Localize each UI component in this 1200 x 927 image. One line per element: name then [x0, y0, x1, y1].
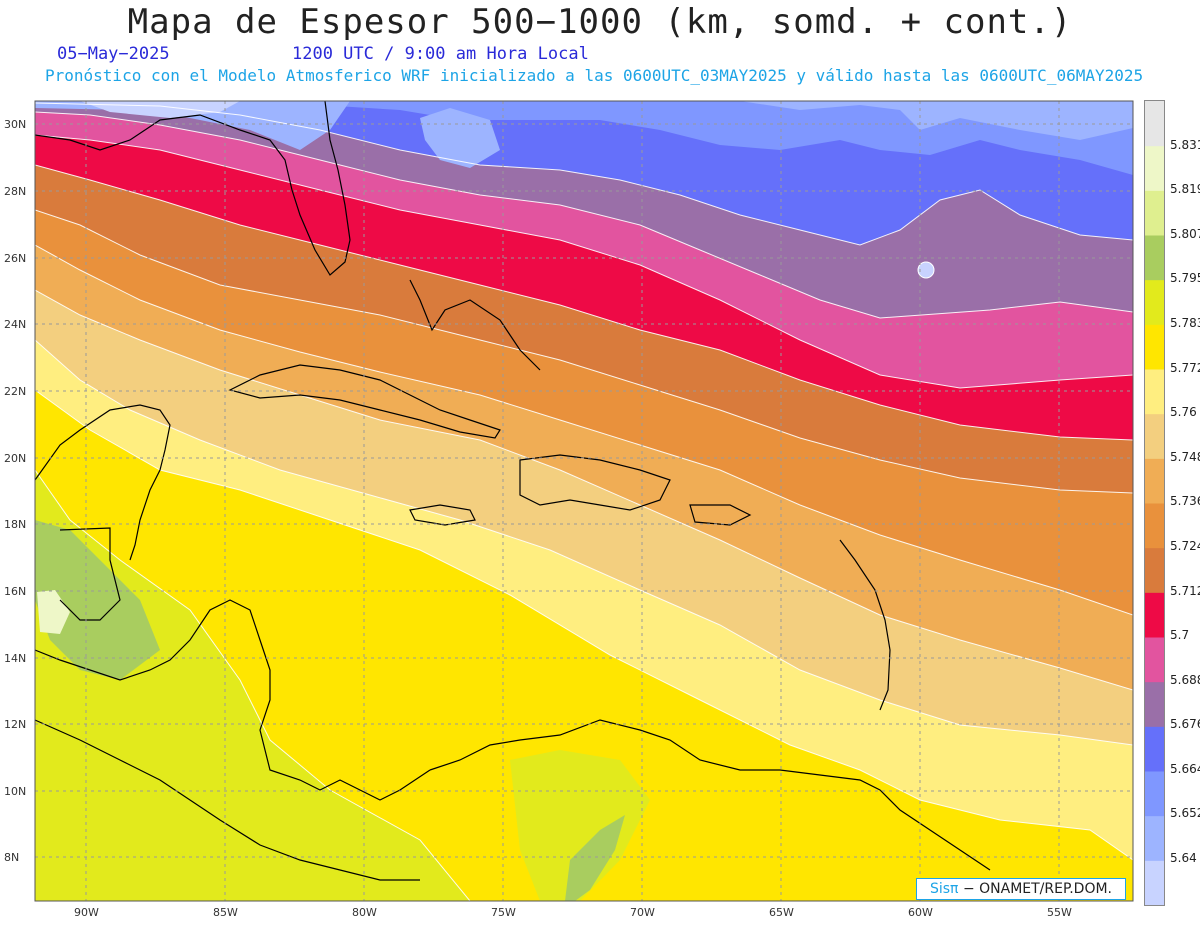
colorbar-label: 5.807 — [1170, 227, 1200, 241]
band-5795-colombia — [565, 815, 625, 901]
colorbar-swatch — [1145, 726, 1164, 772]
colorbar-swatch — [1145, 771, 1164, 817]
lon-label-90w: 90W — [74, 906, 99, 919]
lat-label-16n: 16N — [4, 585, 27, 598]
colorbar-swatch — [1145, 279, 1164, 325]
band-5652 — [160, 101, 1133, 175]
lat-label-8n: 8N — [4, 851, 20, 864]
colorbar-label: 5.676 — [1170, 717, 1200, 731]
lat-label-26n: 26N — [4, 252, 27, 265]
central-america-coast — [35, 599, 431, 801]
south-america-coast — [429, 719, 991, 871]
cold-cell-marker — [917, 261, 935, 279]
cuba — [228, 364, 501, 439]
lat-label-22n: 22N — [4, 385, 27, 398]
colorbar-label: 5.664 — [1170, 762, 1200, 776]
colorbar-label: 5.783 — [1170, 316, 1200, 330]
lat-label-30n: 30N — [4, 118, 27, 131]
lat-label-12n: 12N — [4, 718, 27, 731]
model-subtitle: Pronóstico con el Modelo Atmosferico WRF… — [45, 66, 1144, 85]
lon-label-65w: 65W — [769, 906, 794, 919]
colorbar-swatch — [1145, 369, 1164, 415]
colorbar-label: 5.831 — [1170, 138, 1200, 152]
credit-brand: Sisπ — [929, 881, 959, 897]
bahamas — [409, 279, 541, 371]
colorbar-swatch — [1145, 190, 1164, 236]
coastlines — [35, 101, 991, 881]
colorbar-label: 5.64 — [1170, 851, 1197, 865]
map-title: Mapa de Espesor 500−1000 (km, somd. + co… — [127, 2, 1073, 42]
colorbar-swatch — [1145, 413, 1164, 459]
lat-label-24n: 24N — [4, 318, 27, 331]
colorbar-label: 5.772 — [1170, 361, 1200, 375]
colorbar-swatch — [1145, 101, 1164, 147]
thickness-contours — [35, 102, 1133, 901]
puerto-rico — [689, 504, 752, 526]
colorbar-label: 5.688 — [1170, 673, 1200, 687]
band-5783-caribbean-coast — [510, 750, 650, 901]
colorbar-swatch — [1145, 503, 1164, 549]
lat-label-18n: 18N — [4, 518, 27, 531]
lon-label-75w: 75W — [491, 906, 516, 919]
jamaica — [409, 504, 476, 526]
forecast-time: 1200 UTC / 9:00 am Hora Local — [292, 44, 589, 64]
lat-label-20n: 20N — [4, 452, 27, 465]
colorbar-swatch — [1145, 860, 1164, 905]
yucatan-coast — [35, 404, 171, 561]
lon-label-70w: 70W — [630, 906, 655, 919]
colorbar-label: 5.736 — [1170, 494, 1200, 508]
colorbar-swatch — [1145, 324, 1164, 370]
colorbar-label: 5.652 — [1170, 806, 1200, 820]
graticule — [35, 101, 1133, 901]
colorbar-label: 5.7 — [1170, 628, 1190, 642]
band-5640-bahamas-cell — [420, 108, 500, 168]
colorbar-swatch — [1145, 145, 1164, 191]
lon-label-55w: 55W — [1047, 906, 1072, 919]
lon-label-80w: 80W — [352, 906, 377, 919]
credit-org: − ONAMET/REP.DOM. — [962, 881, 1112, 897]
colorbar-label: 5.76 — [1170, 405, 1197, 419]
colorbar-label: 5.712 — [1170, 584, 1200, 598]
lon-label-85w: 85W — [213, 906, 238, 919]
colorbar-swatch — [1145, 815, 1164, 861]
lat-label-14n: 14N — [4, 652, 27, 665]
colorbar-label: 5.819 — [1170, 182, 1200, 196]
hispaniola — [519, 454, 671, 511]
colorbar — [1144, 100, 1165, 906]
colorbar-label: 5.724 — [1170, 539, 1200, 553]
colorbar-swatch — [1145, 592, 1164, 638]
credit-box: Sisπ − ONAMET/REP.DOM. — [916, 878, 1126, 900]
colorbar-label: 5.748 — [1170, 450, 1200, 464]
lesser-antilles — [839, 539, 891, 711]
colorbar-swatch — [1145, 235, 1164, 281]
band-5783-west — [35, 470, 470, 901]
plot-frame — [34, 100, 1134, 902]
colorbar-label: 5.795 — [1170, 271, 1200, 285]
pacific-coast — [35, 719, 420, 881]
colorbar-swatch — [1145, 681, 1164, 727]
band-5640-gulf — [35, 101, 350, 150]
lon-label-60w: 60W — [908, 906, 933, 919]
lat-label-28n: 28N — [4, 185, 27, 198]
forecast-date: 05−May−2025 — [57, 44, 170, 64]
band-5795-guatemala — [35, 520, 160, 680]
colorbar-swatch — [1145, 547, 1164, 593]
us-gulf-coast — [35, 101, 351, 276]
lat-label-10n: 10N — [4, 785, 27, 798]
band-5640-north — [420, 101, 1133, 140]
guatemala-border — [59, 527, 121, 621]
colorbar-swatch — [1145, 637, 1164, 683]
colorbar-swatch — [1145, 458, 1164, 504]
